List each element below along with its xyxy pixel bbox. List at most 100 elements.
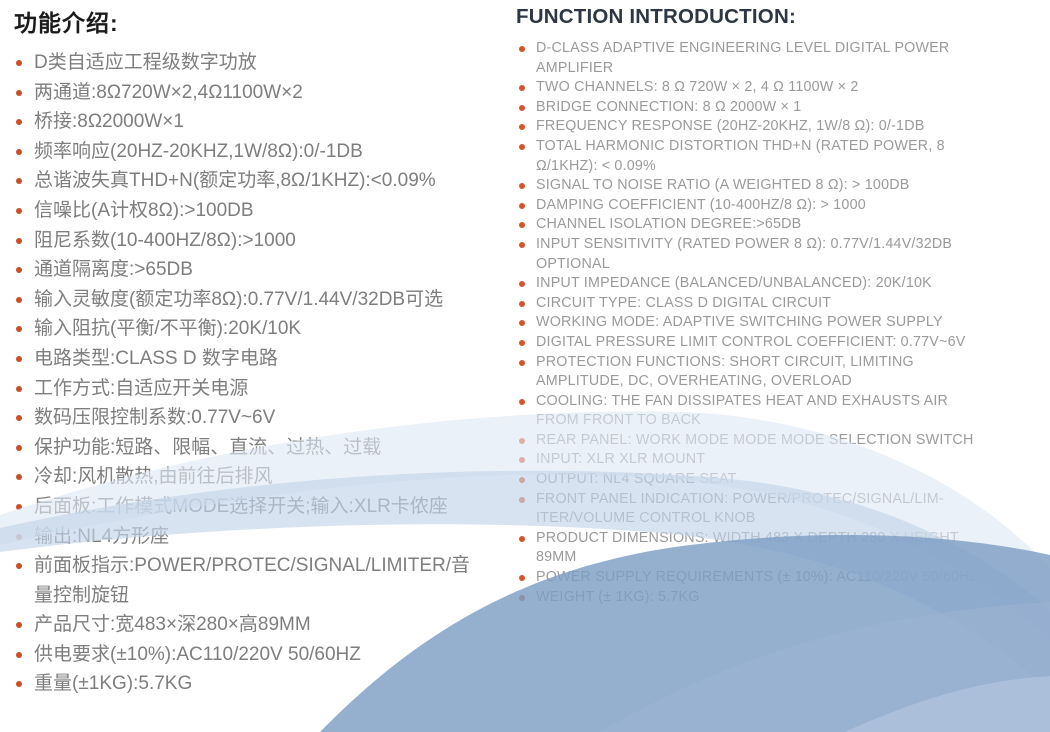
spec-item: OUTPUT: NL4 SQUARE SEAT — [516, 470, 994, 490]
spec-item-text: BRIDGE CONNECTION: 8 Ω 2000W × 1 — [536, 98, 802, 115]
spec-item-text: INPUT IMPEDANCE (BALANCED/UNBALANCED): 2… — [536, 275, 932, 292]
spec-item: COOLING: THE FAN DISSIPATES HEAT AND EXH… — [516, 392, 994, 431]
spec-item: INPUT: XLR XLR MOUNT — [516, 450, 994, 470]
bullet-icon — [16, 119, 22, 126]
english-spec-list: D-CLASS ADAPTIVE ENGINEERING LEVEL DIGIT… — [516, 39, 994, 607]
bullet-icon — [519, 496, 525, 503]
spec-item-text: DIGITAL PRESSURE LIMIT CONTROL COEFFICIE… — [536, 333, 966, 350]
swoosh-corner — [845, 676, 1050, 732]
bullet-icon — [16, 681, 22, 688]
chinese-spec-column: 功能介绍: D类自适应工程级数字功放 两通道:8Ω720W×2,4Ω1100W×… — [14, 6, 488, 699]
bullet-icon — [519, 143, 525, 150]
bullet-icon — [16, 622, 22, 629]
bullet-icon — [519, 202, 525, 209]
bullet-icon — [519, 222, 525, 229]
spec-item-text: INPUT: XLR XLR MOUNT — [536, 451, 706, 468]
english-section-title: FUNCTION INTRODUCTION: — [516, 5, 796, 28]
bullet-icon — [16, 385, 22, 392]
spec-item-text: 重量(±1KG):5.7KG — [34, 673, 193, 695]
chinese-section-title: 功能介绍: — [14, 10, 119, 36]
bullet-icon — [16, 444, 22, 451]
spec-item-text: 输入阻抗(平衡/不平衡):20K/10K — [34, 318, 302, 340]
spec-item-text: 总谐波失真THD+N(额定功率,8Ω/1KHZ):<0.09% — [34, 170, 436, 192]
spec-item-text: 输出:NL4方形座 — [34, 525, 170, 547]
spec-item-text: 数码压限控制系数:0.77V~6V — [34, 407, 276, 429]
spec-item: 信噪比(A计权8Ω):>100DB — [14, 196, 488, 226]
spec-item: 两通道:8Ω720W×2,4Ω1100W×2 — [14, 78, 488, 108]
spec-item-text: REAR PANEL: WORK MODE MODE MODE SELECTIO… — [536, 431, 974, 448]
bullet-icon — [16, 60, 22, 66]
bullet-icon — [16, 237, 22, 244]
spec-item: SIGNAL TO NOISE RATIO (A WEIGHTED 8 Ω): … — [516, 176, 994, 196]
spec-item-text: 输入灵敏度(额定功率8Ω):0.77V/1.44V/32DB可选 — [34, 288, 444, 310]
bullet-icon — [519, 398, 525, 405]
spec-item: 总谐波失真THD+N(额定功率,8Ω/1KHZ):<0.09% — [14, 166, 488, 196]
spec-item-text: 阻尼系数(10-400HZ/8Ω):>1000 — [34, 229, 296, 251]
spec-item-text: POWER SUPPLY REQUIREMENTS (± 10%): AC110… — [536, 569, 979, 586]
bullet-icon — [519, 281, 525, 288]
bullet-icon — [16, 563, 22, 570]
bullet-icon — [519, 437, 525, 444]
spec-item: POWER SUPPLY REQUIREMENTS (± 10%): AC110… — [516, 568, 994, 588]
spec-item: INPUT IMPEDANCE (BALANCED/UNBALANCED): 2… — [516, 274, 994, 294]
spec-item-text: D类自适应工程级数字功放 — [34, 52, 257, 73]
spec-item: 输入灵敏度(额定功率8Ω):0.77V/1.44V/32DB可选 — [14, 285, 488, 315]
spec-item: CHANNEL ISOLATION DEGREE:>65DB — [516, 215, 994, 235]
bullet-icon — [16, 89, 22, 96]
spec-item: WEIGHT (± 1KG): 5.7KG — [516, 588, 994, 608]
spec-item: 后面板:工作模式MODE选择开关;输入:XLR卡侬座 — [14, 492, 488, 522]
spec-item: 电路类型:CLASS D 数字电路 — [14, 344, 488, 374]
spec-item-text: SIGNAL TO NOISE RATIO (A WEIGHTED 8 Ω): … — [536, 177, 910, 194]
bullet-icon — [519, 477, 525, 484]
spec-item-text: 频率响应(20HZ-20KHZ,1W/8Ω):0/-1DB — [34, 140, 363, 162]
spec-item: DAMPING COEFFICIENT (10-400HZ/8 Ω): > 10… — [516, 196, 994, 216]
spec-item: 频率响应(20HZ-20KHZ,1W/8Ω):0/-1DB — [14, 137, 488, 167]
bullet-icon — [519, 183, 525, 190]
bullet-icon — [16, 296, 22, 303]
spec-item-text: PRODUCT DIMENSIONS: WIDTH 483 X DEPTH 28… — [536, 529, 959, 566]
spec-item-text: 电路类型:CLASS D 数字电路 — [34, 347, 278, 369]
bullet-icon — [519, 359, 525, 366]
spec-item-text: 信噪比(A计权8Ω):>100DB — [34, 199, 254, 221]
chinese-spec-list: D类自适应工程级数字功放 两通道:8Ω720W×2,4Ω1100W×2 桥接:8… — [14, 48, 488, 699]
spec-item-text: DAMPING COEFFICIENT (10-400HZ/8 Ω): > 10… — [536, 196, 866, 213]
bullet-icon — [16, 148, 22, 155]
spec-item-text: PROTECTION FUNCTIONS: SHORT CIRCUIT, LIM… — [536, 353, 914, 390]
spec-item-text: INPUT SENSITIVITY (RATED POWER 8 Ω): 0.7… — [536, 235, 953, 272]
spec-item: 保护功能:短路、限幅、直流、过热、过载 — [14, 433, 488, 463]
bullet-icon — [519, 457, 525, 464]
swoosh-overlay — [600, 602, 1050, 732]
spec-item: 供电要求(±10%):AC110/220V 50/60HZ — [14, 640, 488, 670]
spec-item-text: 桥接:8Ω2000W×1 — [34, 111, 184, 133]
spec-item-text: TWO CHANNELS: 8 Ω 720W × 2, 4 Ω 1100W × … — [536, 79, 859, 96]
spec-item: 工作方式:自适应开关电源 — [14, 374, 488, 404]
spec-item: INPUT SENSITIVITY (RATED POWER 8 Ω): 0.7… — [516, 235, 994, 274]
spec-item-text: 冷却:风机散热,由前往后排风 — [34, 466, 273, 488]
spec-item: 数码压限控制系数:0.77V~6V — [14, 403, 488, 433]
spec-item: FRONT PANEL INDICATION: POWER/PROTEC/SIG… — [516, 490, 994, 529]
spec-item-text: 通道隔离度:>65DB — [34, 259, 193, 281]
spec-item-text: 两通道:8Ω720W×2,4Ω1100W×2 — [34, 81, 303, 103]
bullet-icon — [519, 124, 525, 131]
spec-item: TOTAL HARMONIC DISTORTION THD+N (RATED P… — [516, 137, 994, 176]
spec-item: 桥接:8Ω2000W×1 — [14, 107, 488, 137]
bullet-icon — [519, 594, 525, 601]
spec-item: REAR PANEL: WORK MODE MODE MODE SELECTIO… — [516, 431, 994, 451]
spec-item-text: D-CLASS ADAPTIVE ENGINEERING LEVEL DIGIT… — [536, 40, 950, 76]
bullet-icon — [16, 651, 22, 658]
spec-item: D-CLASS ADAPTIVE ENGINEERING LEVEL DIGIT… — [516, 39, 994, 78]
bullet-icon — [16, 355, 22, 362]
spec-item-text: WEIGHT (± 1KG): 5.7KG — [536, 588, 700, 605]
spec-item-text: 前面板指示:POWER/PROTEC/SIGNAL/LIMITER/音量控制旋钮 — [34, 555, 470, 606]
spec-item-text: 工作方式:自适应开关电源 — [34, 377, 249, 399]
spec-item: 产品尺寸:宽483×深280×高89MM — [14, 610, 488, 640]
spec-item-text: TOTAL HARMONIC DISTORTION THD+N (RATED P… — [536, 137, 945, 174]
bullet-icon — [519, 320, 525, 327]
bullet-icon — [16, 326, 22, 333]
bullet-icon — [16, 178, 22, 185]
bullet-icon — [519, 46, 525, 52]
bullet-icon — [16, 533, 22, 540]
bullet-icon — [519, 104, 525, 111]
spec-item: 输入阻抗(平衡/不平衡):20K/10K — [14, 314, 488, 344]
